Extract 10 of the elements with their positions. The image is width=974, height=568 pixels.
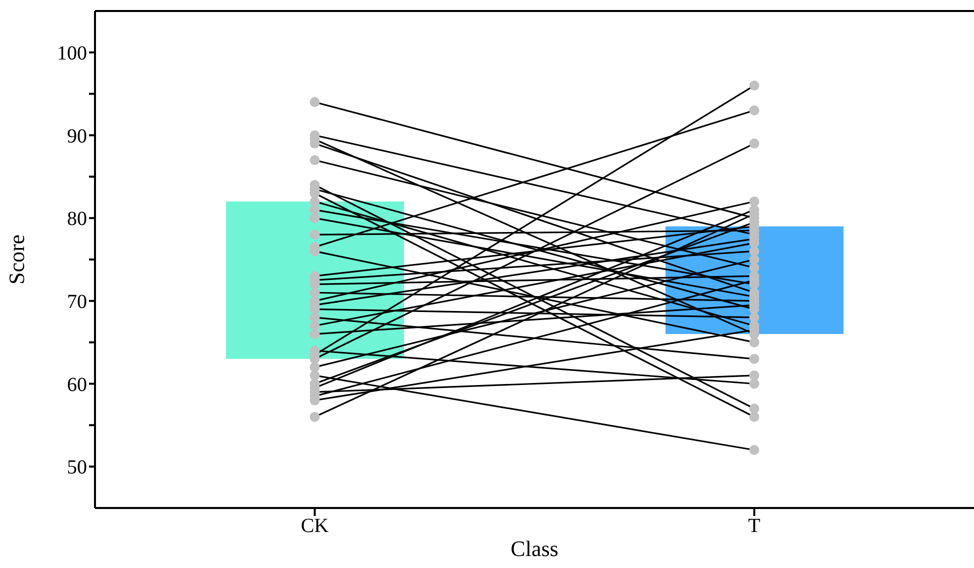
y-tick-label: 50 — [67, 456, 87, 479]
y-axis-title: Score — [4, 234, 29, 285]
y-tick-label: 90 — [67, 125, 87, 148]
x-tick-label: CK — [300, 515, 330, 538]
y-tick-label: 80 — [67, 208, 87, 230]
y-tick-label: 100 — [57, 42, 87, 65]
x-axis-title: Class — [510, 536, 558, 561]
x-tick-label: T — [748, 515, 760, 538]
y-tick-label: 60 — [67, 374, 87, 396]
y-tick-label: 70 — [67, 291, 87, 314]
